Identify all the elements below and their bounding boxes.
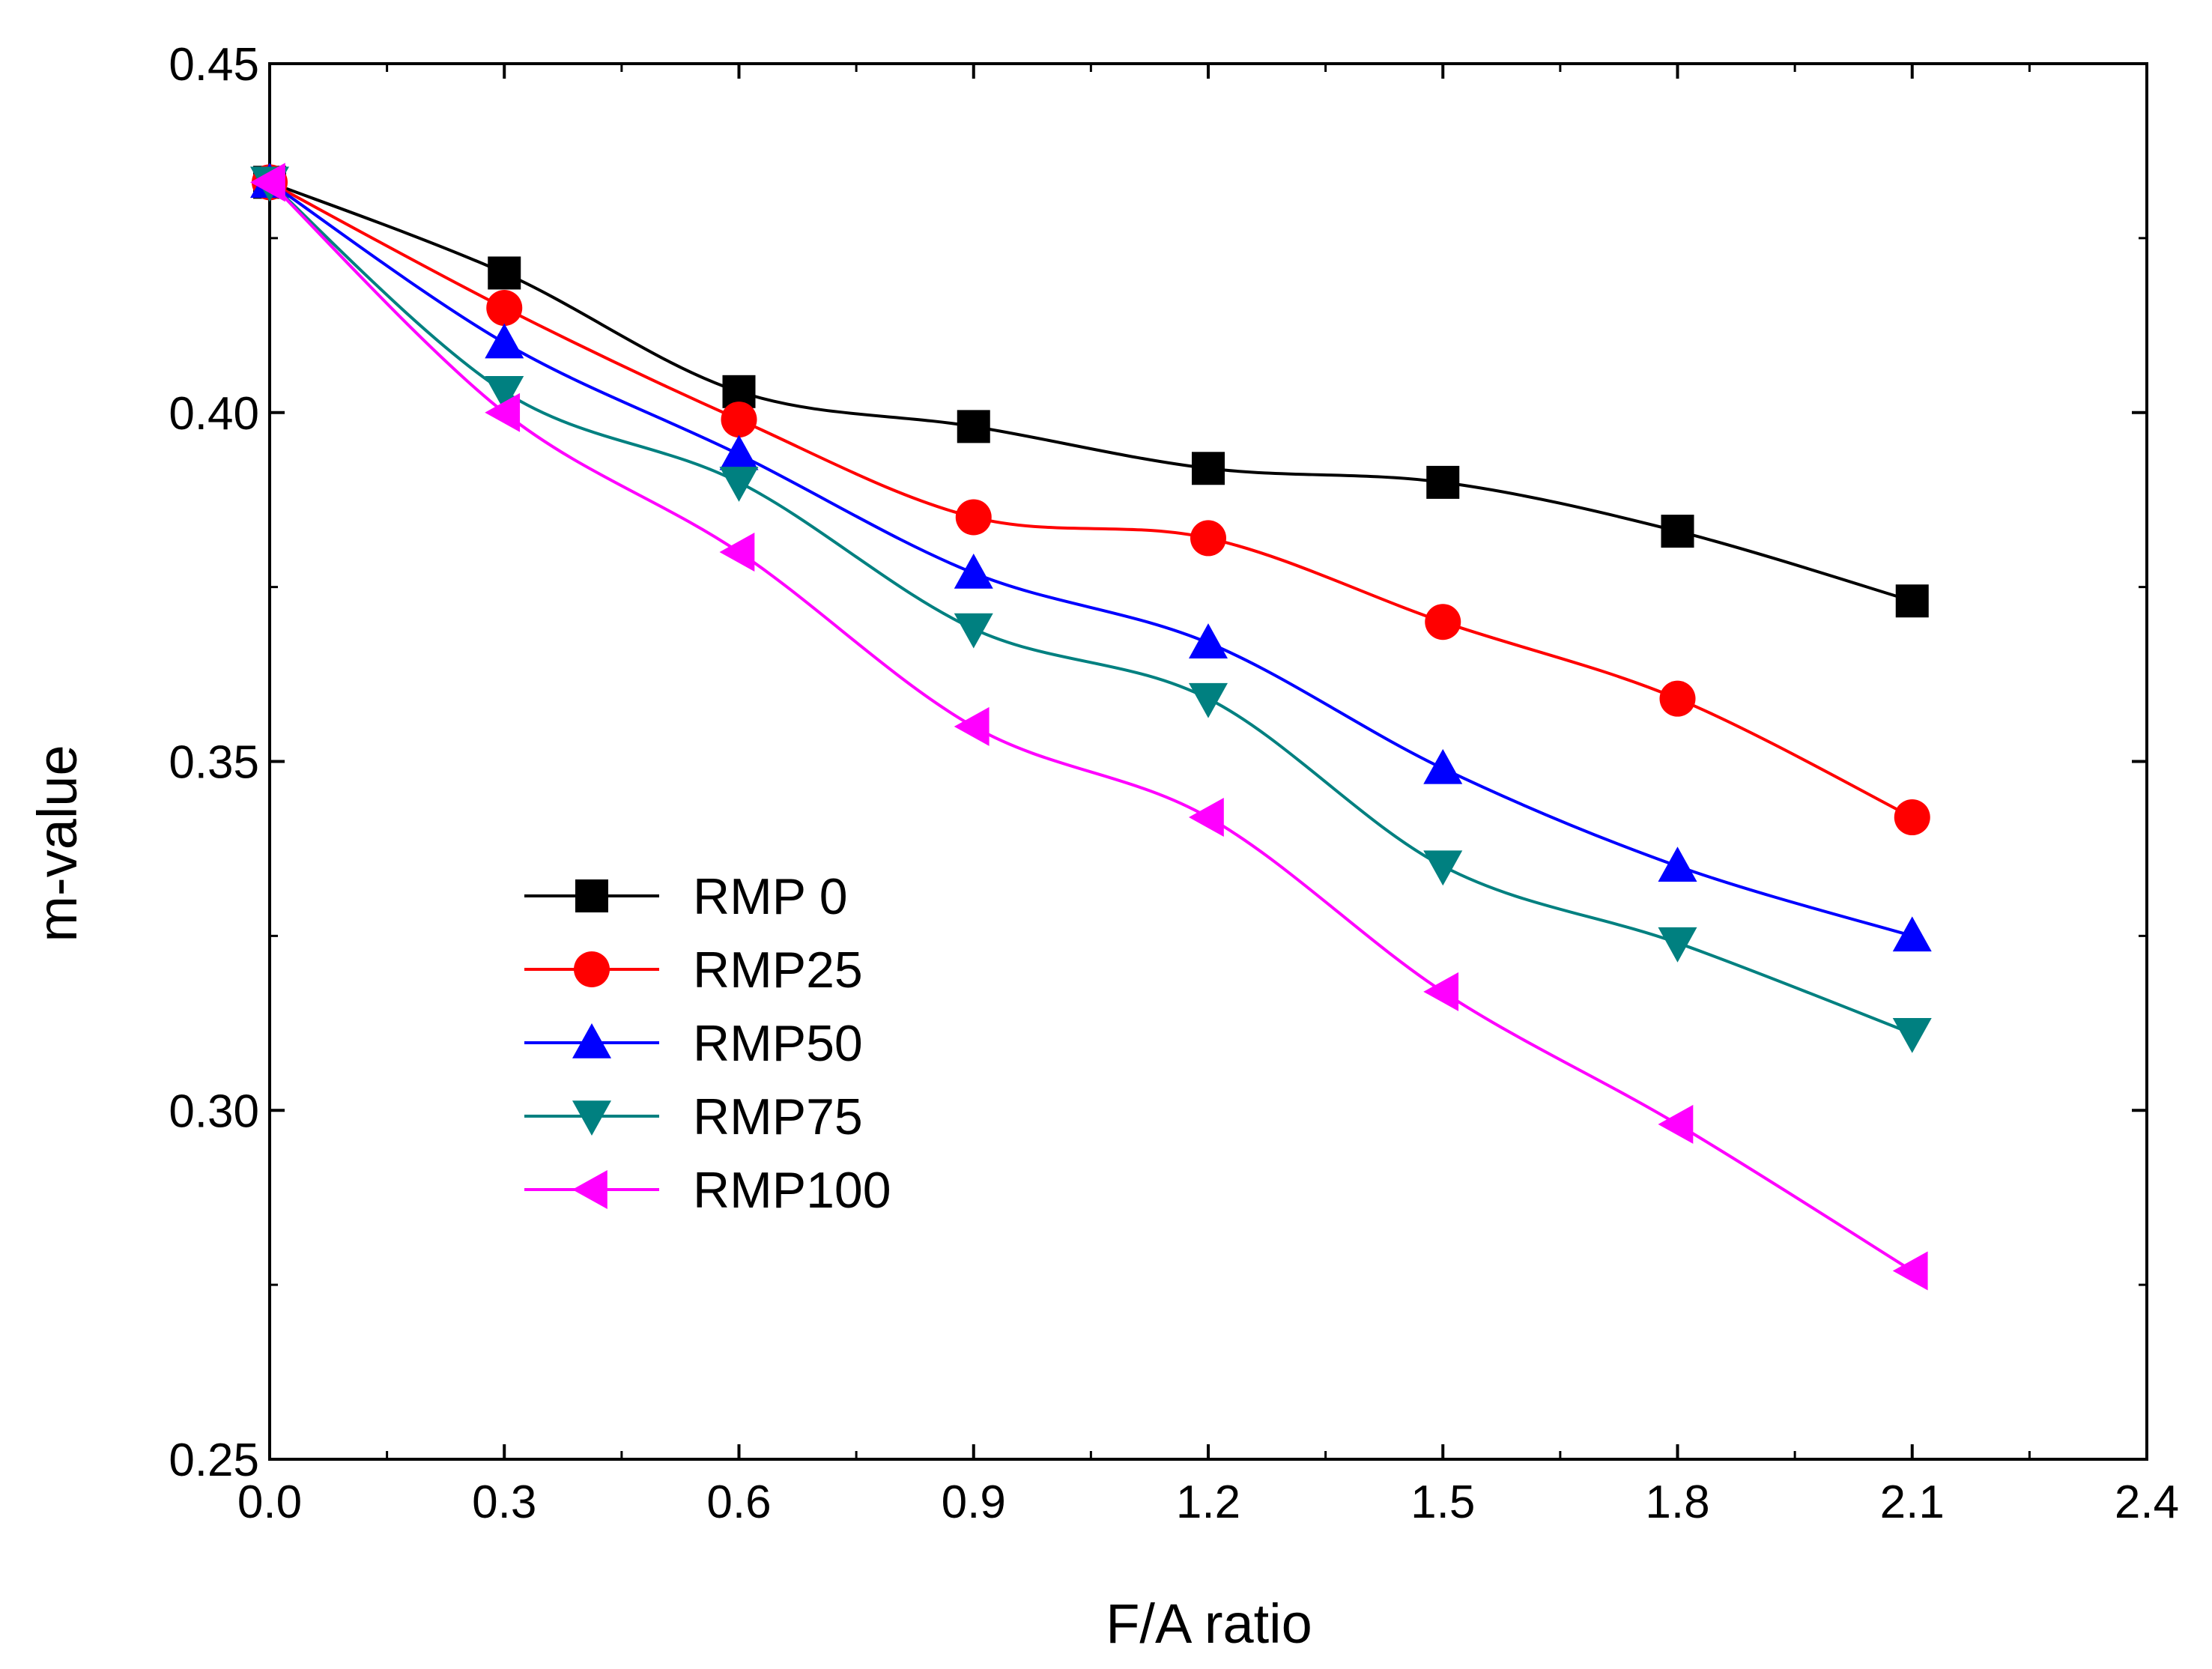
x-tick-label: 0.3 (472, 1476, 536, 1528)
data-point (1423, 748, 1463, 784)
data-point (1190, 520, 1226, 557)
data-point (1425, 604, 1461, 640)
x-tick-label: 2.4 (2115, 1476, 2179, 1528)
data-point (721, 402, 757, 438)
data-point (1423, 850, 1463, 886)
data-point (1658, 1104, 1694, 1144)
legend-label: RMP50 (693, 1015, 863, 1072)
axis-ticks: 0.0 0.3 0.6 0.9 1.2 1.5 1.8 2.1 2.4 0.25 0.30 0.35 0… (169, 39, 2179, 1528)
data-point (1894, 799, 1930, 836)
data-point (1426, 465, 1460, 499)
legend-item: RMP100 (524, 1162, 891, 1219)
legend-label: RMP100 (693, 1162, 891, 1219)
data-point (1189, 798, 1224, 837)
data-point (1189, 682, 1228, 718)
y-tick-label: 0.40 (169, 388, 259, 440)
legend-marker (572, 1023, 611, 1058)
data-point (1192, 452, 1225, 485)
x-tick-label: 0.9 (942, 1476, 1006, 1528)
legend-label: RMP 0 (693, 868, 848, 925)
data-point (954, 553, 993, 589)
data-point (1892, 1017, 1932, 1053)
series-line (269, 181, 1913, 819)
legend-item: RMP75 (524, 1088, 863, 1145)
series-rmp50 (250, 163, 1932, 952)
data-point (1423, 972, 1459, 1011)
series-line (268, 181, 1913, 938)
data-point (719, 467, 759, 502)
data-point (1659, 680, 1696, 717)
legend-marker (575, 879, 608, 912)
series-line (268, 181, 1913, 1273)
data-point (485, 393, 521, 432)
y-tick-label: 0.30 (169, 1085, 259, 1137)
series-rmp100 (250, 163, 1928, 1291)
legend-item: RMP 0 (524, 868, 848, 925)
legend-marker (574, 951, 610, 987)
data-point (954, 613, 993, 649)
data-point (1658, 846, 1697, 882)
data-point (488, 256, 521, 290)
x-tick-label: 1.5 (1410, 1476, 1475, 1528)
legend-label: RMP75 (693, 1088, 863, 1145)
x-tick-label: 0.6 (706, 1476, 771, 1528)
series-layer (250, 163, 1932, 1291)
legend-label: RMP25 (693, 942, 863, 999)
data-point (1189, 623, 1228, 658)
legend: RMP 0 RMP25 RMP50 RMP75 RMP100 (524, 868, 891, 1219)
data-point (1892, 916, 1932, 952)
data-point (719, 434, 759, 470)
legend-item: RMP25 (524, 942, 863, 999)
legend-item: RMP50 (524, 1015, 863, 1072)
data-point (954, 706, 990, 746)
y-tick-label: 0.25 (169, 1435, 259, 1486)
data-point (1895, 584, 1929, 618)
data-point (485, 376, 524, 411)
y-tick-label: 0.35 (169, 737, 259, 789)
data-point (486, 290, 523, 327)
data-point (485, 323, 524, 359)
data-point (719, 533, 755, 572)
x-tick-label: 0.0 (237, 1476, 302, 1528)
x-tick-label: 2.1 (1880, 1476, 1945, 1528)
series-line (269, 181, 1913, 603)
y-tick-label: 0.45 (169, 39, 259, 91)
x-tick-label: 1.2 (1176, 1476, 1240, 1528)
legend-marker (572, 1100, 611, 1136)
data-point (1658, 927, 1697, 963)
x-tick-label: 1.8 (1645, 1476, 1709, 1528)
data-point (957, 410, 990, 443)
data-point (1892, 1251, 1928, 1291)
y-axis-title: m-value (26, 745, 88, 942)
x-axis-title: F/A ratio (1106, 1593, 1312, 1655)
series-rmp0 (253, 166, 1929, 618)
data-point (250, 163, 285, 202)
data-point (955, 499, 992, 536)
data-point (1661, 515, 1694, 548)
legend-marker (572, 1170, 607, 1209)
